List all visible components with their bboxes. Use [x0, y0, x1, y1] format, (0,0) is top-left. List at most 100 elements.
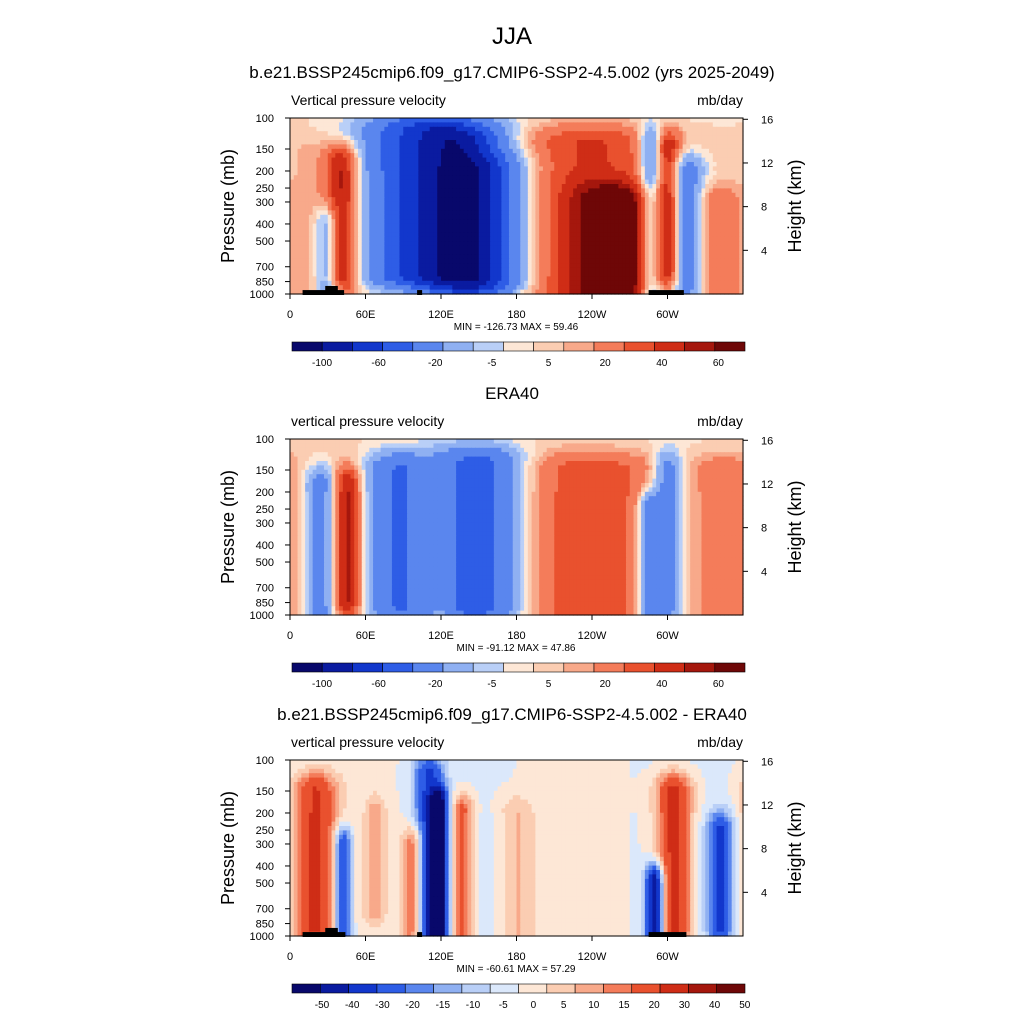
topography-mask [648, 290, 684, 295]
x-tick-label: 120W [578, 630, 607, 642]
colorbar-label: 40 [656, 679, 668, 690]
x-tick-label: 180 [507, 630, 525, 642]
y-tick-label: 700 [256, 583, 274, 595]
y2-tick-label: 4 [761, 245, 767, 257]
panel-title: b.e21.BSSP245cmip6.f09_g17.CMIP6-SSP2-4.… [249, 63, 774, 82]
y2-tick-label: 12 [761, 158, 773, 170]
x-tick-label: 0 [287, 630, 293, 642]
colorbar-label: 0 [531, 1000, 537, 1011]
colorbar-swatch [291, 983, 321, 994]
colorbar: -100 -60 -20 -5 5 20 40 60 [291, 341, 746, 369]
y-tick-label: 1000 [250, 931, 274, 943]
panel-left-string: vertical pressure velocity [291, 413, 444, 429]
topography-mask [417, 290, 423, 295]
y-tick-label: 1000 [250, 289, 274, 301]
colorbar-label: -5 [487, 679, 496, 690]
colorbar-swatch [291, 662, 323, 673]
colorbar-label: -15 [436, 1000, 451, 1011]
y2-axis-label: Height (km) [785, 480, 805, 573]
y-tick-label: 1000 [250, 610, 274, 622]
colorbar-label: 20 [600, 358, 612, 369]
colorbar-swatch [461, 983, 491, 994]
y-tick-label: 400 [256, 861, 274, 873]
y-tick-label: 850 [256, 919, 274, 931]
colorbar-label: 40 [709, 1000, 721, 1011]
colorbar-swatch [593, 662, 625, 673]
colorbar-swatch [291, 341, 323, 352]
y-tick-label: 400 [256, 219, 274, 231]
y2-tick-label: 4 [761, 887, 767, 899]
colorbar-label: -10 [466, 1000, 481, 1011]
colorbar-swatch [563, 341, 595, 352]
colorbar-swatch [563, 662, 595, 673]
colorbar-label: -20 [405, 1000, 420, 1011]
colorbar-swatch [623, 662, 655, 673]
colorbar-label: 5 [546, 679, 552, 690]
colorbar-label: -40 [345, 1000, 360, 1011]
colorbar-swatch [714, 662, 746, 673]
colorbar-swatch [714, 341, 746, 352]
colorbar-swatch [442, 662, 474, 673]
colorbar-label: -5 [499, 1000, 508, 1011]
y-tick-label: 100 [256, 434, 274, 446]
colorbar-swatch [659, 983, 689, 994]
x-tick-label: 120E [428, 309, 454, 321]
colorbar-swatch [688, 983, 717, 994]
panel-1: b.e21.BSSP245cmip6.f09_g17.CMIP6-SSP2-4.… [218, 63, 805, 369]
x-tick-label: 60E [356, 951, 376, 963]
colorbar-swatch [382, 662, 414, 673]
colorbar-label: -20 [428, 358, 443, 369]
panel-left-string: Vertical pressure velocity [291, 92, 446, 108]
colorbar-swatch [546, 983, 576, 994]
y-tick-label: 200 [256, 487, 274, 499]
colorbar-label: 5 [561, 1000, 567, 1011]
colorbar-swatch [321, 341, 353, 352]
colorbar-swatch [654, 662, 685, 673]
colorbar-label: 40 [656, 358, 668, 369]
topography-mask [325, 927, 338, 937]
colorbar-swatch [518, 983, 548, 994]
y2-tick-label: 8 [761, 523, 767, 535]
contour-field [290, 118, 744, 295]
colorbar-swatch [433, 983, 463, 994]
topography-mask [325, 285, 338, 295]
y-tick-label: 500 [256, 236, 274, 248]
x-tick-label: 120W [578, 951, 607, 963]
y-tick-label: 850 [256, 598, 274, 610]
colorbar-label: 20 [600, 679, 612, 690]
colorbar-swatch [533, 341, 565, 352]
y2-axis-label: Height (km) [785, 159, 805, 252]
colorbar: -100 -60 -20 -5 5 20 40 60 [291, 662, 746, 690]
y-tick-label: 700 [256, 904, 274, 916]
x-tick-label: 180 [507, 309, 525, 321]
topography-mask [648, 932, 687, 937]
x-tick-label: 60E [356, 309, 376, 321]
y2-tick-label: 4 [761, 566, 767, 578]
y-tick-label: 850 [256, 277, 274, 289]
x-tick-label: 0 [287, 951, 293, 963]
colorbar-swatch [348, 983, 378, 994]
colorbar-swatch [320, 983, 349, 994]
colorbar-swatch [574, 983, 604, 994]
y-tick-label: 250 [256, 825, 274, 837]
y-tick-label: 250 [256, 504, 274, 516]
colorbar-label: -20 [428, 679, 443, 690]
panel-title: b.e21.BSSP245cmip6.f09_g17.CMIP6-SSP2-4.… [277, 705, 747, 724]
colorbar-swatch [412, 662, 444, 673]
colorbar-label: 20 [649, 1000, 661, 1011]
colorbar-swatch [412, 341, 444, 352]
colorbar-label: -100 [312, 358, 332, 369]
panel-title: ERA40 [485, 384, 539, 403]
colorbar-swatch [503, 662, 534, 673]
colorbar-label: -60 [371, 358, 386, 369]
colorbar-swatch [716, 983, 746, 994]
colorbar-swatch [489, 983, 519, 994]
colorbar-swatch [404, 983, 434, 994]
topography-mask [417, 932, 423, 937]
y-tick-label: 150 [256, 144, 274, 156]
colorbar-label: -30 [375, 1000, 390, 1011]
panel-right-string: mb/day [697, 734, 743, 750]
contour-field [290, 439, 744, 616]
x-tick-label: 60W [656, 309, 679, 321]
colorbar-swatch [321, 662, 353, 673]
